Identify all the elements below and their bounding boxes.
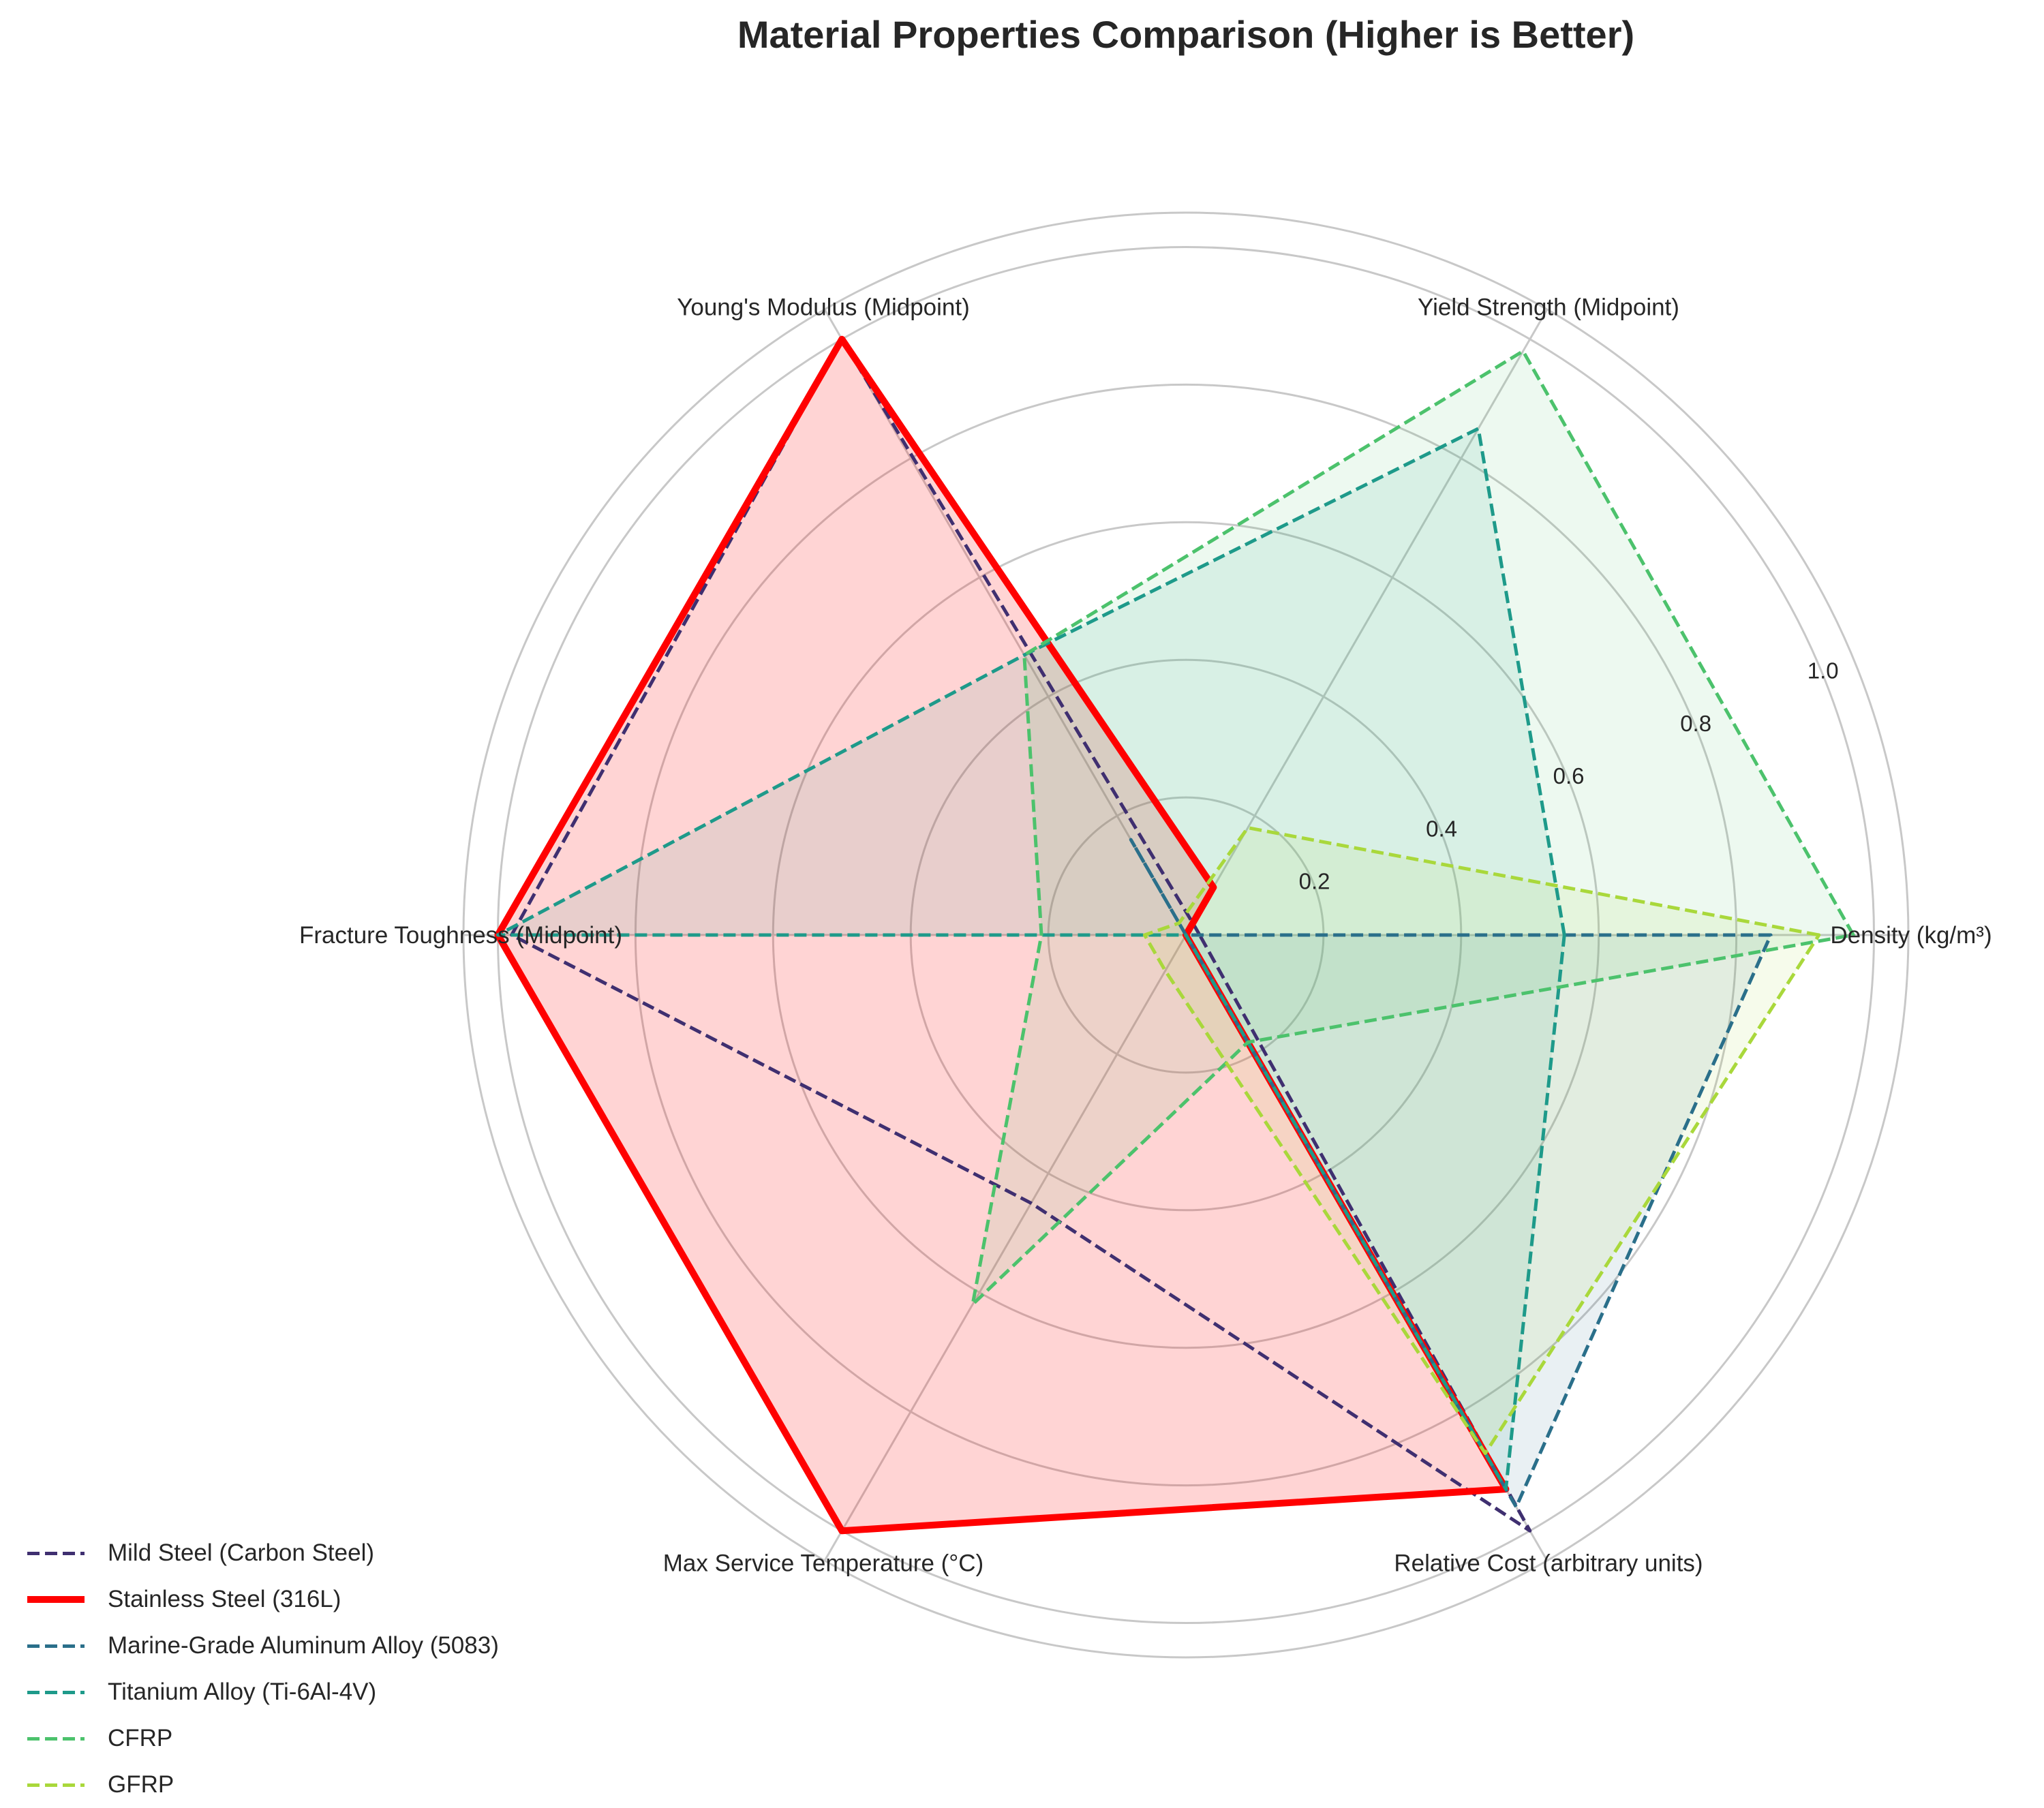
- legend-label: Titanium Alloy (Ti-6Al-4V): [108, 1679, 376, 1706]
- legend-swatch: [27, 1552, 85, 1555]
- legend-item: Marine-Grade Aluminum Alloy (5083): [27, 1623, 499, 1669]
- legend-swatch: [27, 1737, 85, 1741]
- axis-label: Max Service Temperature (°C): [663, 1550, 983, 1576]
- legend-label: GFRP: [108, 1771, 174, 1798]
- legend: Mild Steel (Carbon Steel) Stainless Steel…: [27, 1530, 499, 1808]
- axis-label: Yield Strength (Midpoint): [1418, 294, 1679, 321]
- legend-item: GFRP: [27, 1762, 499, 1808]
- axis-label: Fracture Toughness (Midpoint): [299, 922, 622, 949]
- legend-swatch: [27, 1783, 85, 1787]
- legend-item: CFRP: [27, 1715, 499, 1762]
- legend-item: Titanium Alloy (Ti-6Al-4V): [27, 1669, 499, 1715]
- axis-label: Relative Cost (arbitrary units): [1394, 1550, 1703, 1576]
- legend-label: CFRP: [108, 1725, 172, 1752]
- axis-label: Density (kg/m³): [1830, 922, 1992, 949]
- r-tick-label: 0.6: [1553, 763, 1585, 788]
- legend-swatch: [27, 1691, 85, 1694]
- legend-item: Mild Steel (Carbon Steel): [27, 1530, 499, 1576]
- r-tick-label: 0.4: [1426, 816, 1457, 841]
- legend-label: Marine-Grade Aluminum Alloy (5083): [108, 1632, 499, 1659]
- legend-label: Mild Steel (Carbon Steel): [108, 1539, 374, 1567]
- r-tick-label: 0.2: [1299, 869, 1330, 894]
- legend-swatch: [27, 1644, 85, 1648]
- legend-label: Stainless Steel (316L): [108, 1586, 341, 1613]
- legend-swatch: [27, 1596, 85, 1603]
- r-tick-label: 0.8: [1680, 711, 1711, 736]
- axis-label: Young's Modulus (Midpoint): [677, 294, 970, 321]
- r-tick-label: 1.0: [1807, 658, 1839, 684]
- legend-item: Stainless Steel (316L): [27, 1576, 499, 1623]
